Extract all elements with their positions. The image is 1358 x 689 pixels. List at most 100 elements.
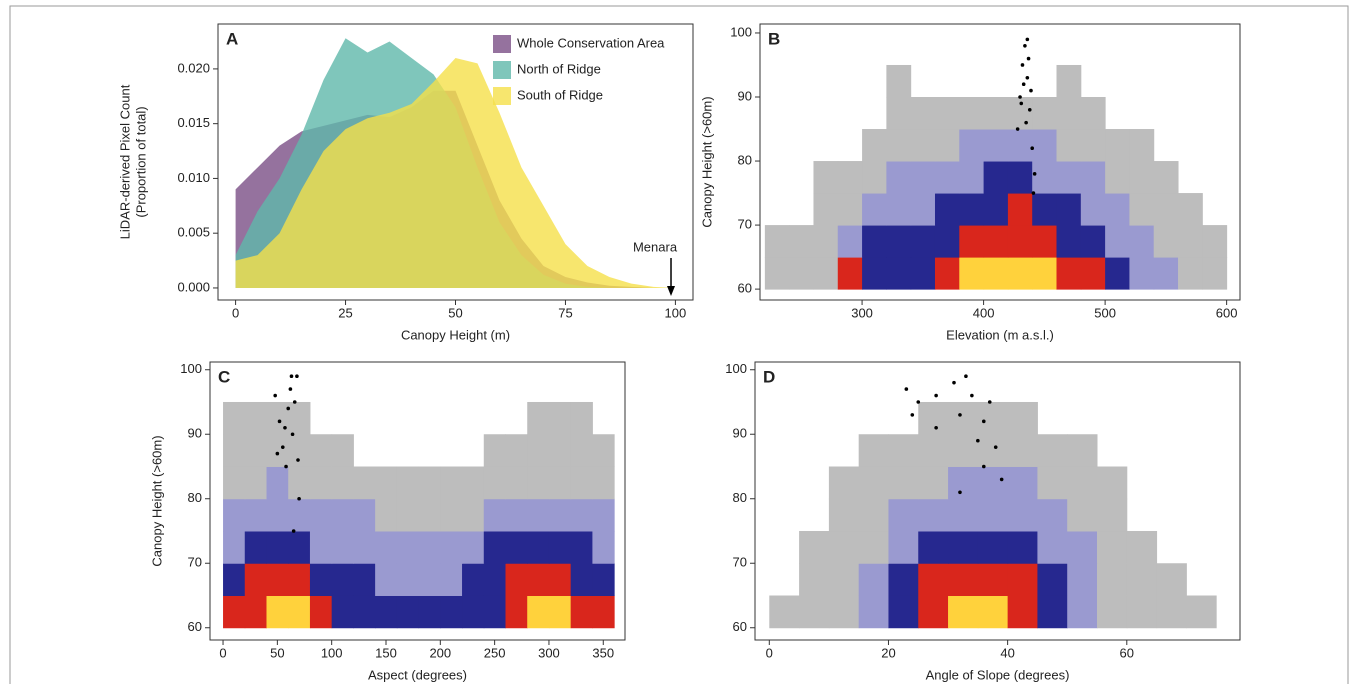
density-cell <box>1097 466 1128 500</box>
density-cell <box>505 563 528 596</box>
density-cell <box>440 530 463 564</box>
density-cell <box>934 97 960 130</box>
y-tick-label: 90 <box>733 426 747 441</box>
density-cell <box>266 401 289 435</box>
annotation: Menara <box>633 239 678 254</box>
panel: D 0 20 40 60 60 70 80 90 100 Angle of Slope (degre… <box>725 361 1241 682</box>
density-cell <box>375 498 398 532</box>
density-cell <box>948 498 979 532</box>
density-cell <box>1097 530 1128 564</box>
density-cell <box>837 257 863 290</box>
legend-label: North of Ridge <box>517 61 601 76</box>
density-cell <box>1032 225 1058 258</box>
density-cell <box>592 498 615 532</box>
density-cell <box>886 193 912 226</box>
density-cell <box>888 563 919 596</box>
point <box>1029 88 1033 93</box>
density-cell <box>527 595 550 629</box>
density-cell <box>858 466 889 500</box>
density-cell <box>331 530 354 564</box>
density-cell <box>223 466 246 500</box>
y-tick-label: 70 <box>738 217 752 232</box>
point <box>981 464 986 469</box>
density-cell <box>910 193 936 226</box>
density-cell <box>858 530 889 564</box>
x-tick-label: 200 <box>429 645 451 660</box>
y-axis-label: Canopy Height (>60m) <box>149 435 164 566</box>
density-cell <box>266 530 289 564</box>
density-cell <box>858 498 889 532</box>
x-tick-label: 150 <box>375 645 397 660</box>
point <box>999 477 1004 482</box>
panel-label: B <box>768 29 780 48</box>
x-tick-label: 60 <box>1120 645 1134 660</box>
density-cell <box>828 530 860 564</box>
density-cell <box>1067 563 1098 596</box>
density-cell <box>527 530 550 564</box>
density-cell <box>1126 530 1158 564</box>
y-tick-label: 80 <box>733 490 747 505</box>
density-cell <box>789 257 814 290</box>
density-cell <box>462 530 485 564</box>
density-cell <box>375 530 398 564</box>
point <box>934 425 938 430</box>
point <box>1018 95 1022 99</box>
legend-swatch <box>493 61 511 79</box>
point <box>958 413 962 417</box>
density-cell <box>828 498 860 532</box>
density-cell <box>418 563 441 596</box>
y-tick-label: 60 <box>188 619 202 634</box>
density-cell <box>934 161 960 194</box>
density-cell <box>1007 563 1038 596</box>
density-cell <box>910 129 936 162</box>
point <box>275 451 280 456</box>
density-cell <box>799 530 830 564</box>
density-cell <box>505 466 528 500</box>
density-cell <box>1153 161 1179 194</box>
y-tick-label: 70 <box>733 555 747 570</box>
density-cell <box>1129 129 1155 162</box>
point <box>284 464 288 469</box>
density-cell <box>1037 595 1068 629</box>
x-axis-label: Canopy Height (m) <box>401 327 510 342</box>
density-cell <box>948 466 979 500</box>
point <box>1030 146 1035 151</box>
x-tick-label: 250 <box>484 645 506 660</box>
density-cell <box>858 563 889 596</box>
density-cell <box>1007 401 1038 435</box>
density-cell <box>418 466 441 500</box>
density-cell <box>1178 257 1203 290</box>
density-cell <box>309 530 333 564</box>
density-cell <box>353 466 376 500</box>
panel-label: D <box>763 367 775 386</box>
density-cell <box>1097 595 1128 629</box>
density-cell <box>1105 161 1130 194</box>
density-cell <box>1007 225 1033 258</box>
y-axis-label: LiDAR-derived Pixel Count <box>117 84 132 239</box>
density-cell <box>1097 563 1128 596</box>
legend-label: Whole Conservation Area <box>517 35 665 50</box>
density-cell <box>1056 193 1082 226</box>
density-cell <box>886 161 912 194</box>
density-cell <box>527 498 550 532</box>
point <box>291 529 296 533</box>
density-cell <box>862 257 887 290</box>
y-tick-label: 100 <box>725 361 747 376</box>
density-cell <box>886 225 912 258</box>
density-cell <box>828 466 860 500</box>
density-cell <box>288 530 311 564</box>
x-axis-label: Aspect (degrees) <box>368 667 467 682</box>
figure-border <box>9 5 1349 689</box>
density-cell <box>977 530 1009 564</box>
x-tick-label: 50 <box>270 645 284 660</box>
y-tick-label: 0.000 <box>177 279 210 294</box>
panel-label: C <box>218 367 230 386</box>
density-cell <box>1105 129 1130 162</box>
point <box>958 490 962 495</box>
density-cell <box>223 563 246 596</box>
density-cell <box>1032 193 1058 226</box>
density-cell <box>1067 466 1098 500</box>
density-cell <box>799 595 830 629</box>
density-cell <box>1126 563 1158 596</box>
density-cell <box>948 563 979 596</box>
